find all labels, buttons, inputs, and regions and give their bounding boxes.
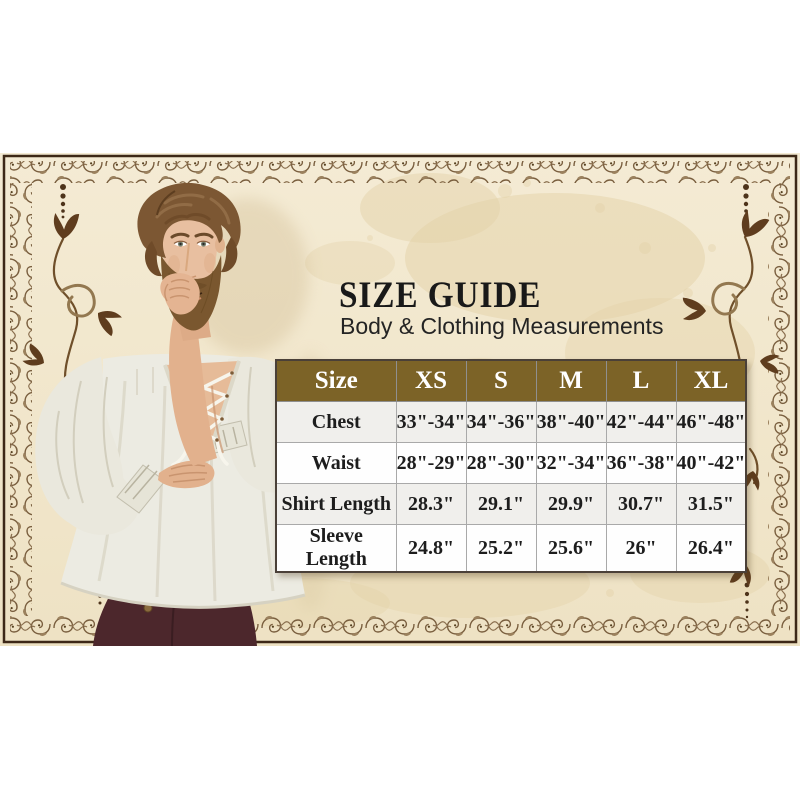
row-label: Waist [275,442,397,484]
cell-value: 28.3" [395,483,467,525]
cell-value: 24.8" [395,524,467,573]
table-row-shirt-length: Shirt Length 28.3" 29.1" 29.9" 30.7" 31.… [275,483,747,525]
column-header-size: Size [275,359,397,402]
artwork-band: SIZE GUIDE Body & Clothing Measurements … [0,153,800,646]
cell-value: 34"-36" [465,401,537,443]
size-table: Size XS S M L XL Chest 33"-34" 34"-36" 3… [275,359,748,573]
cell-value: 28"-30" [465,442,537,484]
cell-value: 32"-34" [535,442,607,484]
table-row-chest: Chest 33"-34" 34"-36" 38"-40" 42"-44" 46… [275,401,747,443]
cell-value: 26.4" [675,524,747,573]
raised-forearm [169,311,224,466]
cell-value: 31.5" [675,483,747,525]
column-header-m: M [535,359,607,402]
row-label: Shirt Length [275,483,397,525]
cell-value: 26" [605,524,677,573]
cell-value: 40"-42" [675,442,747,484]
cell-value: 36"-38" [605,442,677,484]
cell-value: 30.7" [605,483,677,525]
cell-value: 25.6" [535,524,607,573]
crossed-hand [158,460,215,489]
cell-value: 38"-40" [535,401,607,443]
table-header-row: Size XS S M L XL [275,359,747,402]
table-row-sleeve-length: Sleeve Length 24.8" 25.2" 25.6" 26" 26.4… [275,524,747,573]
cell-value: 29.9" [535,483,607,525]
cell-value: 28"-29" [395,442,467,484]
cell-value: 46"-48" [675,401,747,443]
table-row-waist: Waist 28"-29" 28"-30" 32"-34" 36"-38" 40… [275,442,747,484]
cell-value: 42"-44" [605,401,677,443]
column-header-s: S [465,359,537,402]
hand-at-chin [160,273,200,315]
column-header-xs: XS [395,359,467,402]
cell-value: 29.1" [465,483,537,525]
cell-value: 25.2" [465,524,537,573]
column-header-l: L [605,359,677,402]
page-title: SIZE GUIDE [339,275,542,316]
page-subtitle: Body & Clothing Measurements [340,313,664,339]
row-label: Sleeve Length [275,524,397,573]
row-label: Chest [275,401,397,443]
cell-value: 33"-34" [395,401,467,443]
column-header-xl: XL [675,359,747,402]
frame-border-line [2,154,798,644]
